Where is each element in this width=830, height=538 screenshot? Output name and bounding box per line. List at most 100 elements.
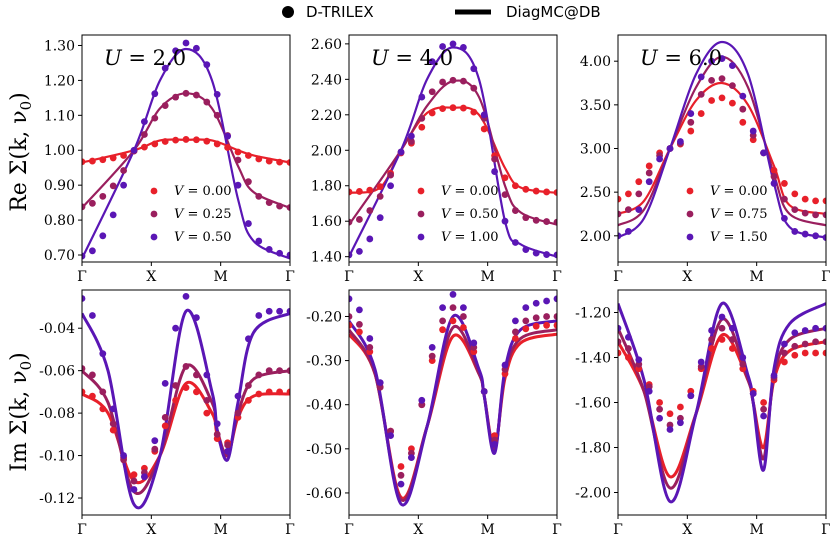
- data-point: [697, 358, 705, 366]
- legend-v-label: V = 0.00: [441, 184, 499, 199]
- legend-v-label: V = 0.00: [710, 184, 768, 199]
- data-point: [161, 102, 169, 109]
- data-point: [532, 216, 540, 224]
- data-point: [812, 232, 819, 240]
- data-point: [349, 218, 353, 226]
- data-point: [677, 403, 684, 411]
- panel-title-eq: =: [122, 46, 153, 70]
- data-point: [460, 313, 467, 320]
- data-point: [366, 207, 374, 214]
- data-point: [418, 114, 426, 122]
- data-point: [718, 55, 726, 62]
- data-point: [286, 307, 290, 315]
- data-point: [697, 73, 705, 81]
- panel-im-0: -0.04-0.06-0.08-0.10-0.12Γ X M Γ: [39, 289, 295, 538]
- panel-title: U = 4.0: [371, 46, 453, 70]
- legend-v-val: = 0.50: [183, 230, 231, 245]
- xtick-label: Γ: [344, 522, 354, 538]
- data-point: [760, 412, 767, 420]
- data-point: [718, 75, 726, 83]
- data-point: [182, 39, 190, 47]
- data-point: [822, 234, 826, 241]
- data-point: [82, 388, 86, 396]
- data-point: [718, 94, 726, 102]
- data-point: [739, 118, 747, 126]
- data-point: [109, 420, 117, 428]
- data-point: [366, 235, 374, 243]
- data-point: [543, 321, 550, 329]
- data-point: [109, 426, 117, 434]
- xtick-label: Γ: [344, 269, 354, 285]
- data-point: [739, 105, 747, 113]
- data-point: [349, 188, 353, 196]
- panel-im-2: -1.20 -1.40 -1.60 -1.80 -2.00 Γ X M Γ: [575, 289, 830, 538]
- ytick-label: 0.80: [44, 213, 75, 229]
- legend-v-label: V = 0.25: [174, 207, 232, 222]
- data-point: [512, 317, 519, 325]
- data-point: [82, 158, 86, 166]
- data-point: [276, 158, 283, 166]
- data-point: [130, 146, 138, 154]
- ytick-label: -0.60: [306, 486, 342, 502]
- xtick-label: Γ: [821, 269, 830, 285]
- data-point: [801, 340, 809, 348]
- xtick-label: X: [146, 522, 156, 538]
- data-point: [182, 292, 190, 300]
- data-point: [255, 390, 263, 398]
- legend-v-var: V: [710, 184, 721, 199]
- data-point: [666, 145, 674, 152]
- data-point: [265, 246, 273, 253]
- data-point: [625, 190, 632, 198]
- data-point: [791, 351, 799, 359]
- data-point: [213, 111, 221, 119]
- legend-v-marker: [686, 210, 694, 218]
- data-point: [729, 336, 736, 343]
- data-point: [82, 295, 86, 302]
- legend-v-var: V: [174, 230, 185, 245]
- data-point: [791, 342, 799, 350]
- data-point: [512, 328, 519, 336]
- data-point: [213, 140, 221, 148]
- legend-v-marker: [150, 187, 158, 195]
- ytick-label: -1.60: [575, 396, 611, 412]
- legend-v-label: V = 0.50: [441, 207, 499, 222]
- data-point: [245, 335, 252, 343]
- ytick-label: -0.50: [306, 442, 342, 458]
- legend-v-marker: [417, 187, 425, 195]
- ytick-label: 2.20: [311, 108, 342, 124]
- data-point: [161, 380, 169, 387]
- data-point: [234, 156, 242, 164]
- data-point: [376, 379, 384, 387]
- data-point: [182, 136, 190, 143]
- legend-v-val: = 0.50: [450, 207, 498, 222]
- xtick-label: Γ: [552, 522, 562, 538]
- data-point: [89, 247, 96, 255]
- data-point: [161, 422, 169, 430]
- legend-v-marker: [417, 233, 425, 241]
- data-point: [791, 329, 799, 337]
- data-point: [356, 216, 363, 223]
- series-line-1: [349, 79, 557, 226]
- data-point: [656, 414, 663, 422]
- data-point: [387, 182, 394, 190]
- data-point: [625, 333, 632, 341]
- data-point: [501, 361, 509, 369]
- data-point: [781, 195, 788, 203]
- data-point: [449, 304, 457, 312]
- data-point: [82, 203, 86, 211]
- data-point: [193, 314, 200, 321]
- data-point: [522, 246, 530, 253]
- data-point: [376, 183, 384, 191]
- data-point: [543, 297, 550, 305]
- panel-data: [618, 40, 826, 241]
- data-point: [255, 155, 263, 163]
- data-point: [109, 154, 117, 162]
- data-point: [501, 174, 509, 182]
- data-point: [99, 405, 107, 413]
- data-point: [203, 371, 211, 379]
- data-point: [130, 471, 138, 479]
- data-point: [245, 396, 252, 404]
- data-point: [172, 382, 180, 389]
- legend-v-val: = 1.00: [450, 230, 498, 245]
